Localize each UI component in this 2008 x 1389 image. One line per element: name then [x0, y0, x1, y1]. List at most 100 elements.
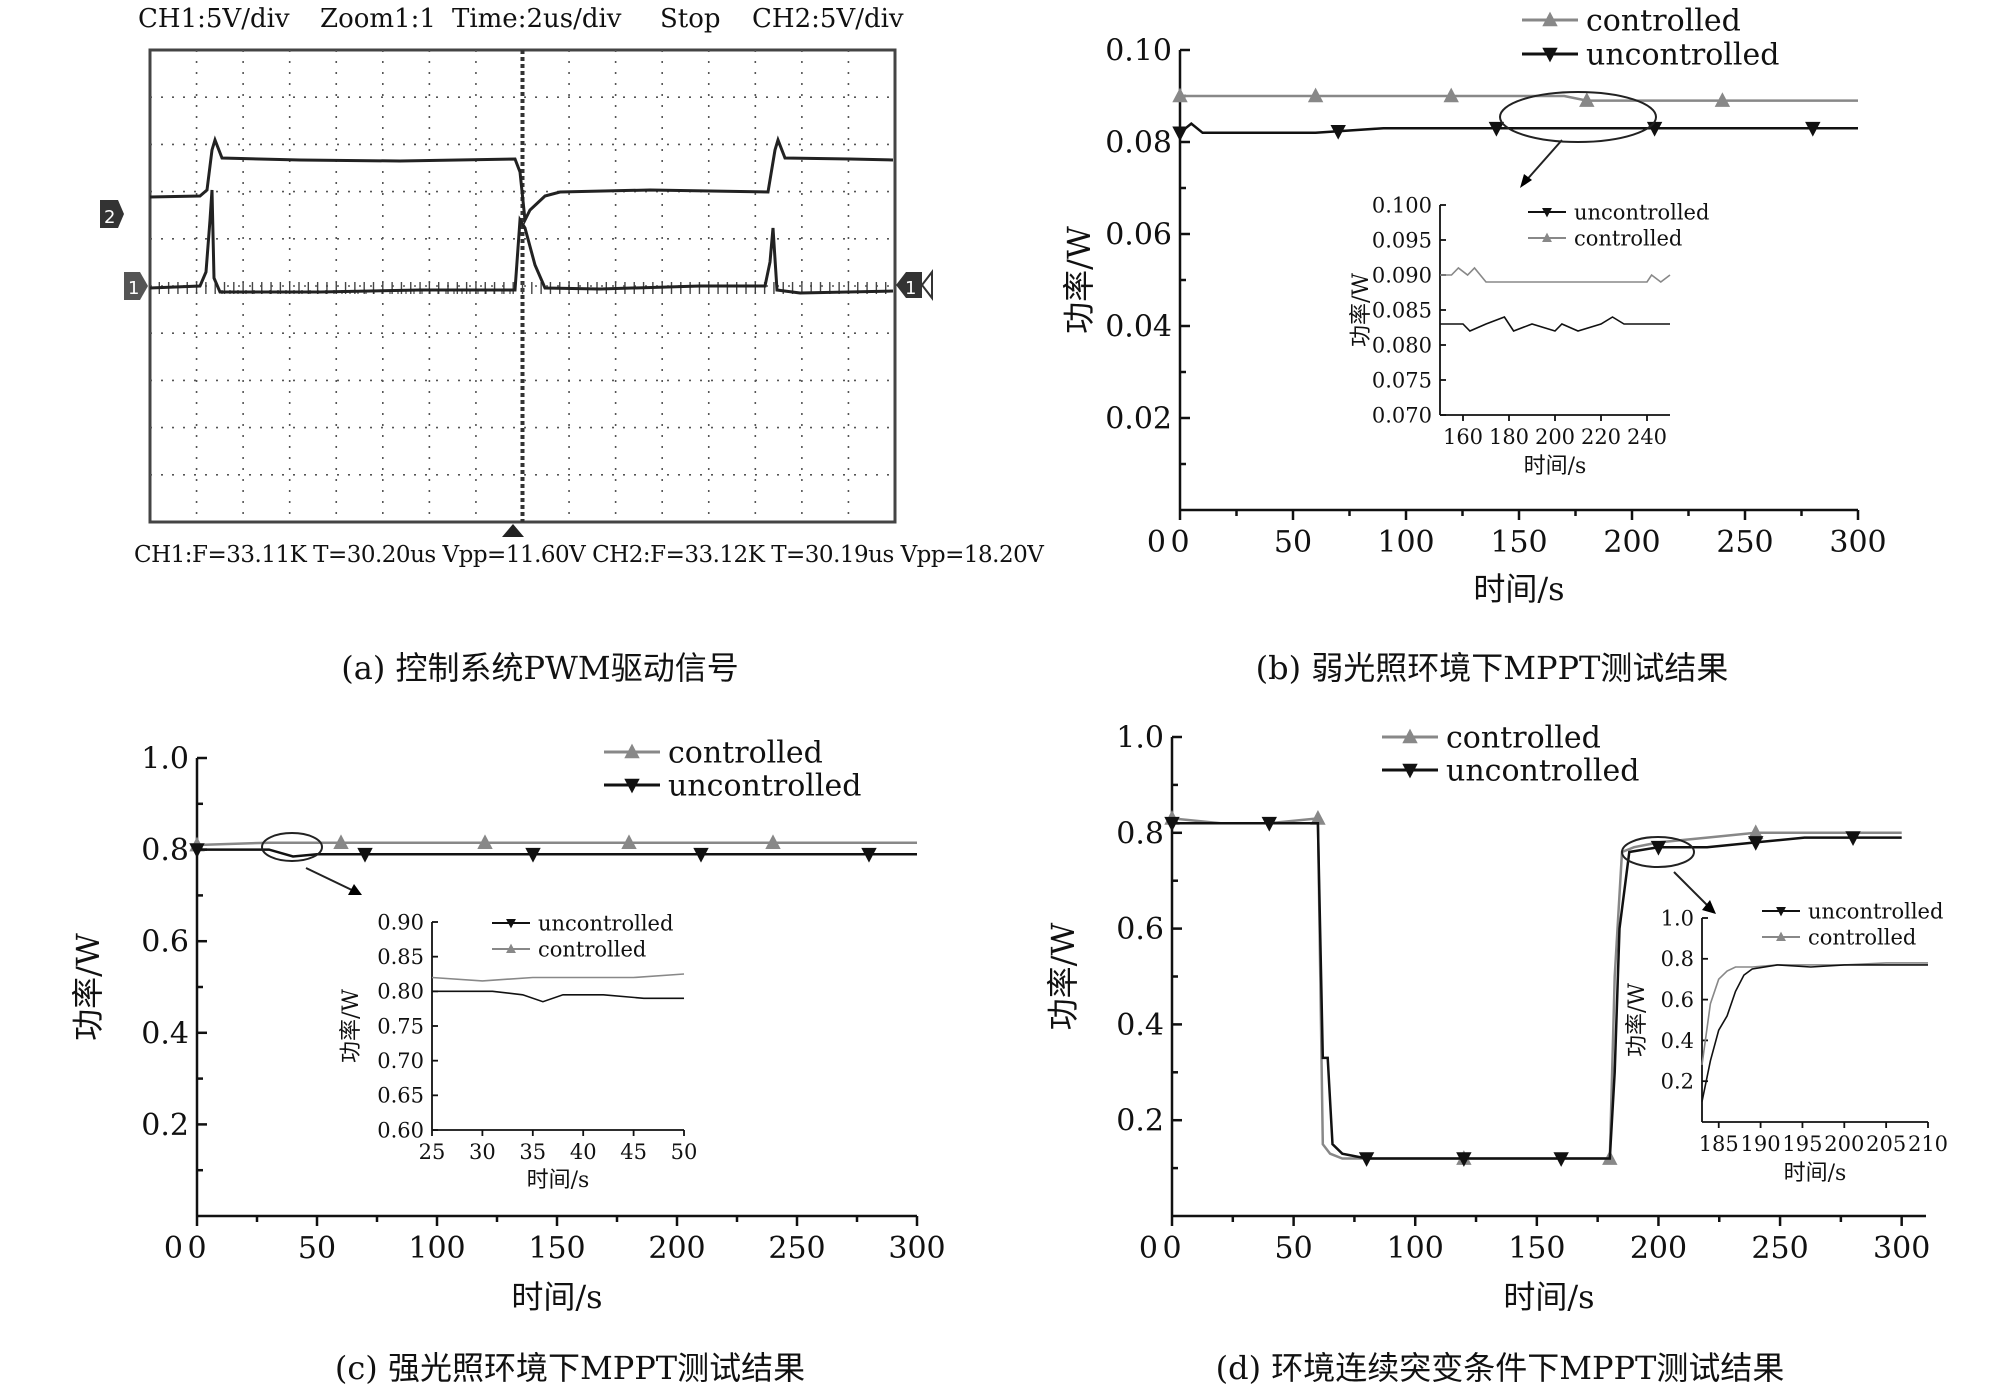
legend-label-controlled: controlled	[538, 937, 646, 961]
series-marker-uncontrolled	[1748, 836, 1764, 851]
scope-ch2-scale: CH2:5V/div	[752, 4, 904, 34]
legend-label-uncontrolled: uncontrolled	[1574, 200, 1709, 224]
trigger-marker	[502, 524, 524, 537]
legend-label-controlled: controlled	[668, 736, 823, 771]
y-tick-label: 0.10	[1105, 34, 1172, 69]
x-tick-label: 250	[768, 1231, 825, 1266]
legend-marker-uncontrolled	[1542, 47, 1558, 63]
series-marker-controlled	[1443, 87, 1459, 103]
inset-c: 25 30 35 40 45 50 0.60 0.65 0.70 0.75 0.80 0.85 0.90…	[339, 910, 697, 1193]
x-tick-label: 250	[1751, 1231, 1808, 1266]
series-line-controlled	[1171, 817, 1902, 1160]
series-line-uncontrolled	[1701, 964, 1928, 1102]
ch1-marker: 1	[124, 272, 148, 300]
scope-zoom: Zoom1:1	[320, 4, 436, 34]
x-tick-label: 150	[1508, 1231, 1565, 1266]
x-axis-label: 时间/s	[527, 1168, 590, 1193]
inset-d: 185 190 195 200 205 210 0.2 0.4 0.6 0.8 1.0 时间/s 功率/…	[1625, 899, 1948, 1186]
x-tick-label: 190	[1741, 1132, 1781, 1156]
x-tick-label: 25	[419, 1140, 446, 1164]
legend-marker-uncontrolled	[506, 918, 516, 929]
series-line-controlled	[431, 973, 685, 982]
x-tick-label: 200	[1824, 1132, 1864, 1156]
y-origin-label: 0	[1147, 525, 1166, 560]
x-tick-label: 150	[528, 1231, 585, 1266]
x-tick-label: 100	[408, 1231, 465, 1266]
ch2-marker-label: 2	[104, 207, 115, 228]
legend-label-uncontrolled: uncontrolled	[1586, 38, 1779, 73]
legend-label-uncontrolled: uncontrolled	[668, 769, 861, 804]
series-line-controlled	[1701, 962, 1928, 1066]
series-marker-controlled	[1172, 87, 1188, 103]
x-tick-label: 0	[1170, 525, 1189, 560]
x-tick-label: 185	[1699, 1132, 1739, 1156]
series-line-controlled	[196, 841, 917, 847]
y-tick-label: 0.08	[1105, 126, 1172, 161]
y-tick-label: 0.095	[1372, 228, 1432, 252]
series-line-uncontrolled	[1179, 121, 1858, 135]
series-marker-uncontrolled	[1172, 126, 1188, 142]
y-tick-label: 0.8	[1116, 816, 1164, 851]
scope-run-state: Stop	[660, 4, 721, 34]
y-tick-label: 0.085	[1372, 298, 1432, 322]
zoom-arrow	[1523, 139, 1563, 184]
series-marker-uncontrolled	[1330, 124, 1346, 140]
y-tick-label: 0.080	[1372, 333, 1432, 357]
x-tick-label: 40	[570, 1140, 597, 1164]
y-tick-label: 0.4	[141, 1016, 189, 1051]
x-tick-label: 300	[888, 1231, 945, 1266]
legend-label-controlled: controlled	[1808, 925, 1916, 949]
y-tick-label: 0.80	[377, 980, 424, 1004]
legend-marker-uncontrolled	[1542, 207, 1552, 218]
series-marker-uncontrolled	[357, 847, 373, 863]
series-marker-uncontrolled	[693, 847, 709, 863]
series-line-uncontrolled	[1172, 821, 1902, 1160]
series-marker-uncontrolled	[525, 847, 541, 863]
y-tick-label: 0.070	[1372, 403, 1432, 427]
series-marker-uncontrolled	[1805, 121, 1821, 137]
y-tick-label: 1.0	[1661, 906, 1694, 930]
zoom-arrow-head	[1520, 174, 1532, 188]
scope-traces	[149, 135, 894, 295]
x-tick-label: 160	[1443, 425, 1483, 449]
y-axis-label: 功率/W	[1044, 923, 1082, 1031]
x-axis-label: 时间/s	[1503, 1278, 1594, 1316]
caption-c: (c) 强光照环境下MPPT测试结果	[334, 1349, 806, 1387]
y-tick-label: 0.8	[1661, 947, 1694, 971]
series-marker-uncontrolled	[861, 847, 877, 863]
y-tick-label: 0.6	[1116, 912, 1164, 947]
legend-label-controlled: controlled	[1574, 226, 1682, 250]
series-marker-controlled	[1307, 87, 1324, 103]
x-tick-label: 210	[1908, 1132, 1948, 1156]
y-tick-label: 0.60	[377, 1118, 424, 1142]
y-tick-label: 1.0	[1116, 721, 1164, 756]
legend-marker-controlled	[624, 743, 640, 759]
x-tick-label: 100	[1377, 525, 1434, 560]
x-tick-label: 50	[671, 1140, 698, 1164]
y-tick-label: 1.0	[141, 742, 189, 777]
chart-d: 0 50 100 150 200 250 300 0 0.2 0.4 0.6 0.8 1.0 时间/s 功率…	[1044, 721, 1948, 1317]
x-axis-label: 时间/s	[1784, 1161, 1847, 1186]
series-marker-uncontrolled	[1845, 831, 1861, 846]
series-marker-uncontrolled	[189, 843, 205, 858]
series-line-uncontrolled	[197, 848, 917, 858]
scope-markers: 2 1 1	[100, 200, 933, 537]
zoom-arrow-head	[1702, 900, 1716, 914]
legend-marker-uncontrolled	[1776, 906, 1786, 917]
series-marker-controlled	[1579, 92, 1595, 107]
zoom-arrow	[305, 867, 357, 893]
ch1-marker-label: 1	[128, 278, 139, 299]
series-marker-uncontrolled	[1261, 816, 1277, 832]
caption-d: (d) 环境连续突变条件下MPPT测试结果	[1215, 1349, 1785, 1387]
x-tick-label: 0	[187, 1231, 206, 1266]
x-tick-label: 200	[1603, 525, 1660, 560]
legend-marker-controlled	[1542, 232, 1552, 243]
x-tick-label: 50	[1274, 525, 1312, 560]
zoom-ellipse	[261, 832, 323, 862]
scope-ch2-trace	[149, 135, 894, 226]
legend-label-uncontrolled: uncontrolled	[538, 911, 673, 935]
series-line-controlled	[1180, 94, 1858, 102]
legend-marker-uncontrolled	[1402, 763, 1418, 779]
series-marker-controlled	[333, 834, 349, 850]
